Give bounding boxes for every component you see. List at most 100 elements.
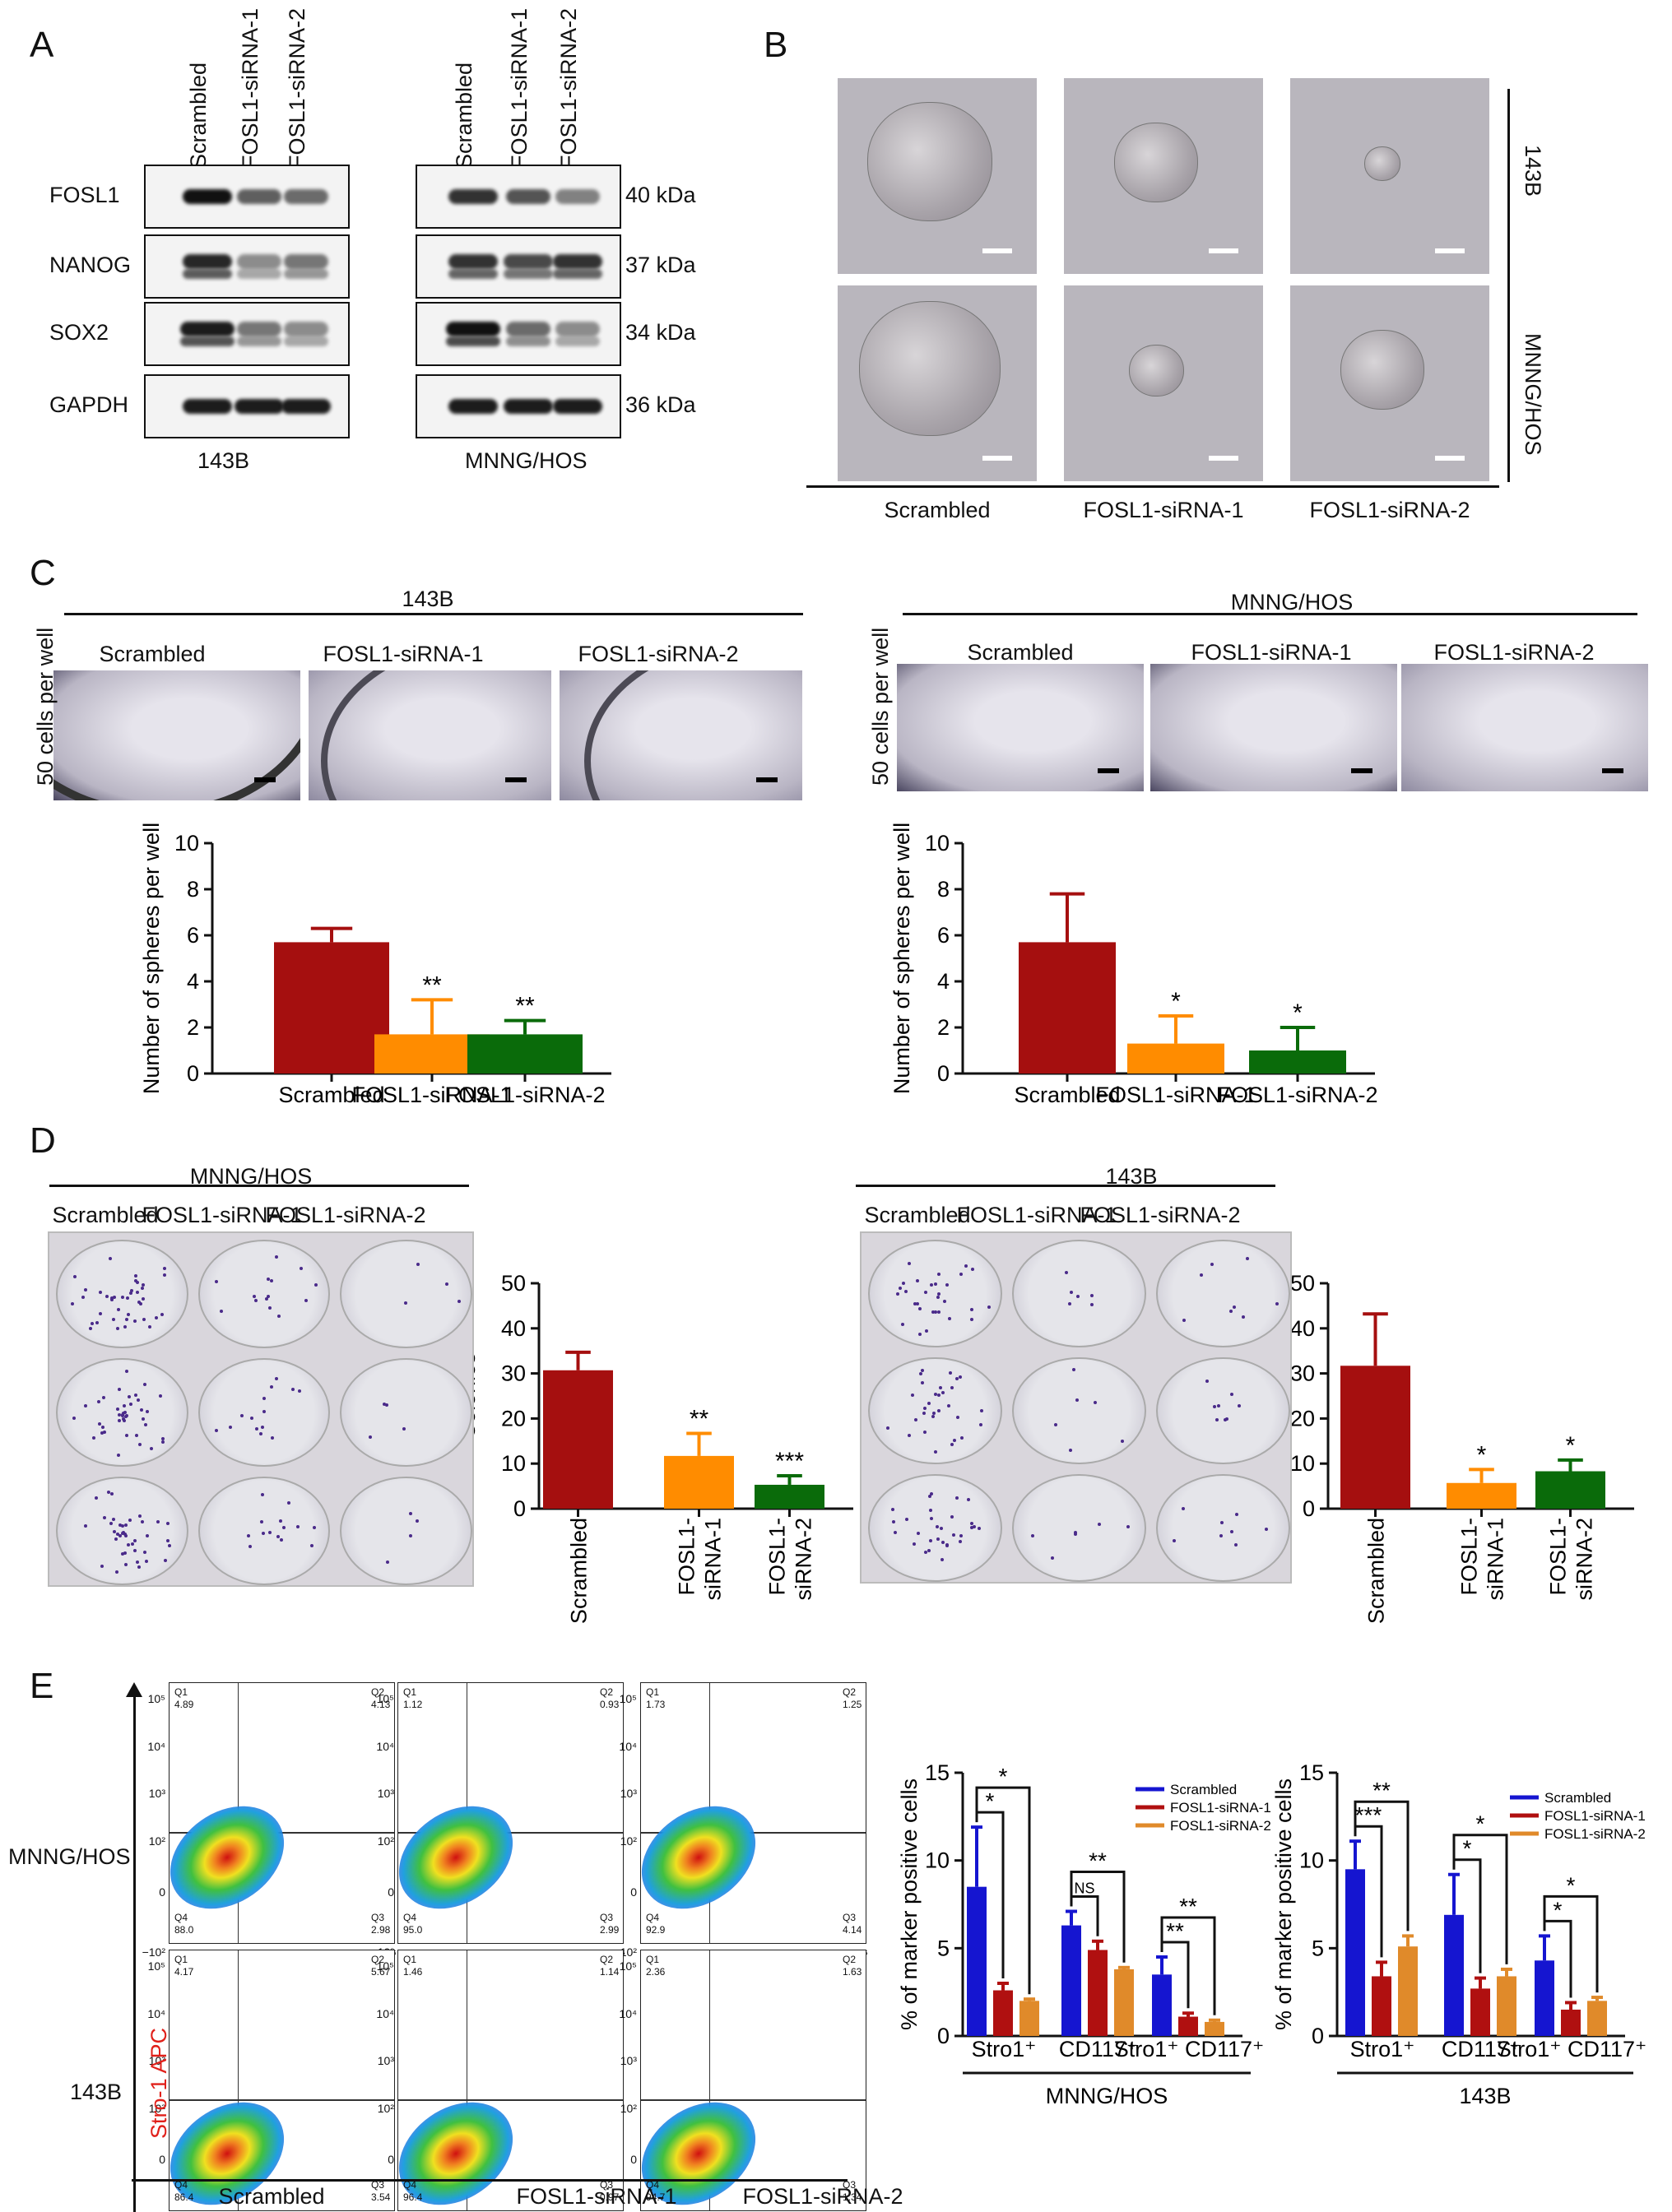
x-tick-label: FOSL1-siRNA-1: [1095, 1083, 1256, 1107]
significance-bracket: [1544, 1921, 1571, 1997]
colony-dot: [1229, 1310, 1233, 1313]
title-mnng: MNNG/HOS: [1231, 590, 1354, 615]
colony-dot: [229, 1426, 232, 1429]
colony-dot: [130, 1289, 133, 1292]
colony-dot: [1224, 1418, 1227, 1421]
colony-dot: [98, 1422, 101, 1426]
colony-dot: [934, 1450, 937, 1454]
colony-dot: [125, 1370, 128, 1373]
colony-dot: [943, 1300, 946, 1303]
scale-bar: [1435, 248, 1465, 253]
colony-dot: [134, 1279, 137, 1282]
quadrant-value: 1.25: [843, 1699, 862, 1710]
scale-bar: [1351, 768, 1372, 773]
y-tick-label: 15: [1299, 1760, 1324, 1785]
micrograph-1-1: [1064, 285, 1263, 481]
band: [183, 399, 232, 414]
colony-dot: [1200, 1273, 1203, 1277]
colony-dot: [298, 1389, 301, 1393]
colony-dot: [916, 1279, 919, 1282]
significance-mark: **: [1372, 1778, 1391, 1803]
colony-dot: [110, 1296, 114, 1300]
colony-dot: [123, 1551, 127, 1555]
significance-bracket: [977, 1812, 1003, 1978]
colony-dot: [267, 1295, 270, 1298]
colony-dot: [901, 1323, 904, 1326]
colony-dot: [145, 1560, 148, 1563]
y-axis-label: Number of spheres per well: [889, 823, 914, 1094]
flow-tick-y: 10⁵: [132, 1959, 165, 1973]
colony-dot: [894, 1531, 897, 1534]
colony-dot: [262, 1532, 265, 1535]
colony-dot: [142, 1297, 145, 1301]
protein-label: NANOG: [49, 253, 131, 278]
micrograph-1-2: [1290, 285, 1489, 481]
colony-dot: [923, 1407, 927, 1410]
colony-dot: [138, 1443, 142, 1446]
colony-dot: [134, 1394, 137, 1397]
y-axis-label: % of marker positive cells: [897, 1778, 922, 2030]
legend-label: FOSL1-siRNA-1: [1170, 1800, 1271, 1816]
colony-dot: [159, 1394, 162, 1398]
panel-label-c: C: [30, 553, 56, 594]
lane-label-mnng: Scrambled: [452, 63, 477, 169]
column-label: FOSL1-siRNA-2: [1309, 498, 1470, 523]
colony-dot: [84, 1288, 87, 1291]
colony-dot: [959, 1273, 963, 1276]
y-tick-label: 2: [937, 1015, 950, 1040]
colony-dot: [103, 1431, 106, 1434]
well: [1156, 1357, 1290, 1465]
colony-dot: [930, 1517, 933, 1520]
colony-dot: [134, 1274, 137, 1278]
bar-0-2: [1398, 1946, 1418, 2036]
blot-mnng-gapdh: [416, 374, 621, 438]
y-tick-label: 20: [1290, 1406, 1315, 1431]
colony-dot: [215, 1280, 218, 1283]
colony-dot: [127, 1313, 130, 1316]
colony-dot: [1075, 1398, 1079, 1402]
legend-label: Scrambled: [1170, 1782, 1237, 1797]
quadrant-value: 1.63: [843, 1966, 862, 1978]
bar-2-0: [1535, 1960, 1554, 2036]
panel-label-d: D: [30, 1120, 56, 1162]
colony-dot: [115, 1570, 118, 1574]
colony-dot: [386, 1560, 389, 1564]
sphere: [1340, 330, 1424, 410]
scale-bar: [505, 777, 527, 782]
e-y-axis-line: [133, 1695, 136, 2212]
y-tick-label: 0: [1312, 2024, 1324, 2048]
colony-dot: [113, 1296, 116, 1299]
colony-dot: [970, 1308, 973, 1311]
x-tick-label: FOSL1-siRNA-2: [1217, 1083, 1377, 1107]
quadrant-q2: Q2: [843, 1954, 856, 1965]
colony-dot: [89, 1327, 92, 1330]
y-tick-label: 8: [937, 877, 950, 902]
colony-dot: [163, 1273, 166, 1277]
column-label: FOSL1-siRNA-1: [1083, 498, 1243, 523]
e-y-arrow: [126, 1682, 142, 1697]
flow-tick-y: 10²: [604, 2102, 637, 2115]
density-cloud: [640, 1785, 774, 1930]
colony-dot: [118, 1388, 121, 1391]
quadrant-value: 1.12: [403, 1699, 422, 1710]
gate-horizontal: [641, 2099, 866, 2101]
colony-dot: [133, 1319, 137, 1323]
colony-dot: [129, 1291, 132, 1295]
band: [555, 189, 599, 204]
colony-dot: [886, 1426, 889, 1430]
band: [284, 336, 327, 346]
significance-bracket: [1355, 1826, 1382, 1957]
well: [1012, 1357, 1146, 1465]
colony-dot: [215, 1429, 218, 1432]
colony-dot: [156, 1520, 160, 1523]
colony-dot: [118, 1534, 122, 1537]
band: [183, 254, 232, 269]
colony-dot: [409, 1534, 412, 1537]
colony-dot: [1238, 1404, 1241, 1407]
colony-dot: [101, 1426, 104, 1429]
colony-dot: [1126, 1525, 1130, 1528]
quadrant-q3: Q3: [843, 1912, 856, 1923]
quadrant-value: 4.89: [174, 1699, 193, 1710]
band: [235, 399, 284, 414]
d-col-label: FOSL1-siRNA-2: [1080, 1203, 1240, 1228]
